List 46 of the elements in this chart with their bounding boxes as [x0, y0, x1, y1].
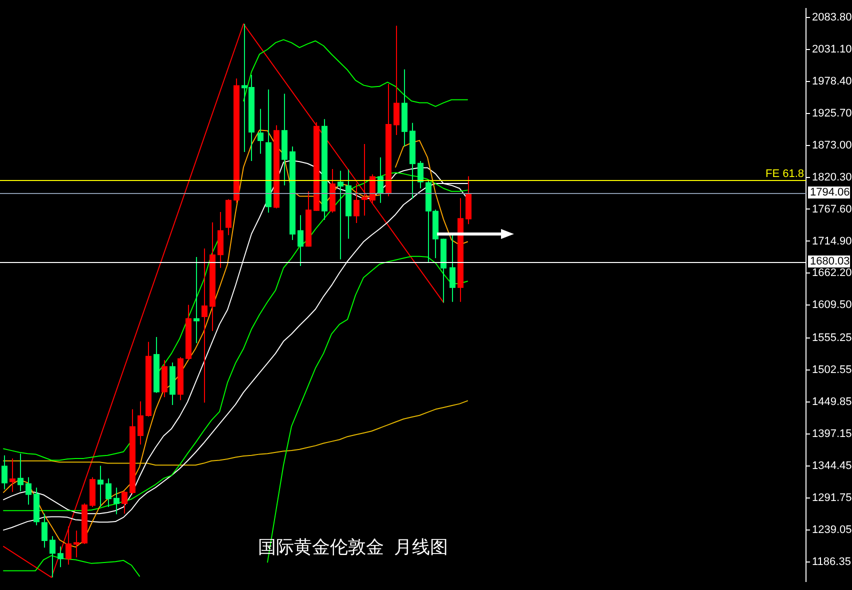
- ref-line-label: 1794.06: [810, 186, 850, 199]
- candlestick: [58, 546, 64, 568]
- candlestick: [298, 214, 304, 267]
- candlestick: [122, 490, 128, 514]
- y-tick-label: 1397.15: [812, 428, 852, 440]
- y-tick-label: 1820.30: [812, 171, 852, 184]
- candlestick: [338, 170, 344, 260]
- candlestick: [418, 160, 424, 189]
- candlestick: [10, 458, 16, 492]
- candlestick: [74, 530, 80, 558]
- y-tick-label: 1502.55: [812, 364, 852, 376]
- candlestick: [202, 248, 208, 404]
- candlestick: [66, 526, 72, 566]
- y-tick-label: 1291.75: [812, 492, 852, 504]
- y-tick-label: 1978.40: [812, 75, 852, 88]
- y-tick-label: 1344.45: [812, 460, 852, 472]
- candlestick: [106, 478, 112, 508]
- y-tick-label: 2031.10: [812, 43, 852, 56]
- candlestick: [138, 400, 144, 445]
- ref-line-label: FE 61.8: [765, 168, 804, 180]
- y-tick-label: 1186.35: [812, 556, 851, 568]
- y-tick-label: 1239.05: [812, 524, 852, 536]
- candlestick: [2, 454, 8, 490]
- candlestick: [26, 476, 32, 506]
- candlestick: [258, 108, 264, 154]
- candlestick: [50, 536, 56, 578]
- candlestick: [194, 256, 200, 344]
- candlestick: [394, 25, 400, 136]
- y-tick-label: 1714.90: [812, 235, 852, 248]
- y-tick-label: 1767.60: [812, 203, 852, 216]
- candlestick: [378, 156, 384, 204]
- y-tick-label: 1449.85: [812, 396, 852, 408]
- candlestick: [42, 513, 48, 548]
- y-tick-label: 1925.70: [812, 107, 852, 120]
- candlestick: [362, 144, 368, 216]
- candlestick: [354, 183, 360, 224]
- y-tick-label: 1555.25: [812, 332, 852, 344]
- candlestick: [98, 465, 104, 508]
- candlestick: [18, 453, 24, 492]
- y-tick-label: 1873.00: [812, 139, 852, 152]
- candlestick: [114, 487, 120, 515]
- y-tick-label: 1662.20: [812, 267, 852, 280]
- y-tick-label: 2083.80: [812, 11, 852, 24]
- ref-line-label: 1680.03: [810, 256, 850, 268]
- y-tick-label: 1609.50: [812, 299, 852, 312]
- candlestick: [450, 233, 456, 302]
